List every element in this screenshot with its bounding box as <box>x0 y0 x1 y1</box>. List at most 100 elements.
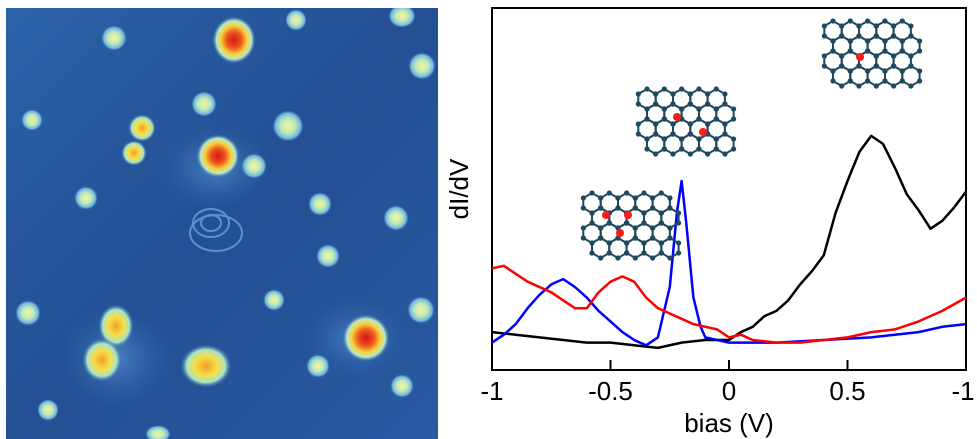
lattice-atom <box>847 48 853 54</box>
lattice-atom <box>667 195 673 201</box>
lattice-atom <box>847 18 853 24</box>
lattice-atom <box>713 146 719 152</box>
lattice-atom <box>882 38 888 44</box>
graphene-lattice-inset-3 <box>821 18 923 89</box>
y-axis-label: dI/dV <box>444 158 474 219</box>
lattice-atom <box>653 91 659 97</box>
lattice-atom <box>679 146 685 152</box>
lattice-atom <box>891 83 897 89</box>
lattice-atom <box>908 33 914 39</box>
lattice-atom <box>847 68 853 74</box>
lattice-atom <box>856 83 862 89</box>
lattice-atom <box>713 116 719 122</box>
lattice-atom <box>632 225 638 231</box>
lattice-atom <box>670 91 676 97</box>
lattice-atom <box>580 235 586 241</box>
lattice-atom <box>658 220 664 226</box>
lattice-atom <box>731 136 737 142</box>
lattice-atom <box>908 23 914 29</box>
lattice-atom <box>624 250 630 256</box>
lattice-atom <box>644 136 650 142</box>
lattice-atom <box>661 146 667 152</box>
lattice-atom <box>661 106 667 112</box>
lattice-atom <box>830 48 836 54</box>
lattice-atom <box>598 235 604 241</box>
lattice-atom <box>696 86 702 92</box>
lattice-atom <box>635 131 641 137</box>
dopant-atom <box>673 113 681 121</box>
lattice-atom <box>641 190 647 196</box>
lattice-atom <box>882 78 888 84</box>
lattice-atom <box>598 195 604 201</box>
lattice-atom <box>624 190 630 196</box>
graphene-lattice-inset-1 <box>580 190 682 261</box>
lattice-atom <box>679 86 685 92</box>
lattice-atom <box>839 63 845 69</box>
lattice-atom <box>624 220 630 226</box>
lattice-atom <box>696 106 702 112</box>
x-tick-label: 0 <box>722 376 736 406</box>
dopant-atom <box>616 229 624 237</box>
stm-topography-image <box>6 8 438 439</box>
x-tick-label: 0.5 <box>829 376 865 406</box>
lattice-atom <box>696 116 702 122</box>
lattice-atom <box>696 136 702 142</box>
lattice-atom <box>641 210 647 216</box>
lattice-atom <box>722 91 728 97</box>
lattice-atom <box>891 53 897 59</box>
x-axis-label: bias (V) <box>684 408 774 438</box>
lattice-atom <box>650 225 656 231</box>
lattice-atom <box>873 63 879 69</box>
lattice-atom <box>653 121 659 127</box>
lattice-atom <box>589 240 595 246</box>
lattice-atom <box>670 101 676 107</box>
lattice-atom <box>830 18 836 24</box>
lattice-atom <box>908 53 914 59</box>
lattice-atom <box>821 63 827 69</box>
lattice-atom <box>865 78 871 84</box>
series-line-2 <box>491 264 967 344</box>
lattice-atom <box>705 121 711 127</box>
lattice-atom <box>580 205 586 211</box>
lattice-atom <box>856 33 862 39</box>
lattice-atom <box>847 38 853 44</box>
lattice-atom <box>908 83 914 89</box>
lattice-atom <box>650 205 656 211</box>
lattice-atom <box>873 83 879 89</box>
lattice-atom <box>641 250 647 256</box>
x-tick-label: -1 <box>480 376 503 406</box>
lattice-atom <box>687 91 693 97</box>
lattice-atom <box>713 136 719 142</box>
lattice-atom <box>580 195 586 201</box>
lattice-atom <box>667 205 673 211</box>
lattice-atom <box>635 121 641 127</box>
lattice-atom <box>713 86 719 92</box>
lattice-atom <box>865 18 871 24</box>
lattice-atom <box>598 225 604 231</box>
x-axis-ticks: -1 -0.5 0 0.5 -1 <box>480 360 975 406</box>
lattice-atom <box>661 116 667 122</box>
lattice-atom <box>658 250 664 256</box>
series-line-0 <box>491 134 968 350</box>
lattice-atom <box>658 240 664 246</box>
series-group <box>491 134 968 350</box>
lattice-atom <box>606 250 612 256</box>
lattice-atom <box>632 205 638 211</box>
dopant-atom <box>856 53 864 61</box>
lattice-atom <box>589 210 595 216</box>
lattice-atom <box>873 33 879 39</box>
lattice-atom <box>821 33 827 39</box>
lattice-atom <box>624 240 630 246</box>
lattice-atom <box>839 23 845 29</box>
x-tick-label: -0.5 <box>588 376 633 406</box>
lattice-atom <box>687 151 693 157</box>
lattice-atom <box>632 195 638 201</box>
lattice-atom <box>705 101 711 107</box>
lattice-atom <box>676 250 682 256</box>
lattice-atom <box>615 205 621 211</box>
lattice-atom <box>687 131 693 137</box>
lattice-atom <box>644 116 650 122</box>
lattice-atom <box>856 23 862 29</box>
lattice-atom <box>731 146 737 152</box>
lattice-atom <box>899 48 905 54</box>
